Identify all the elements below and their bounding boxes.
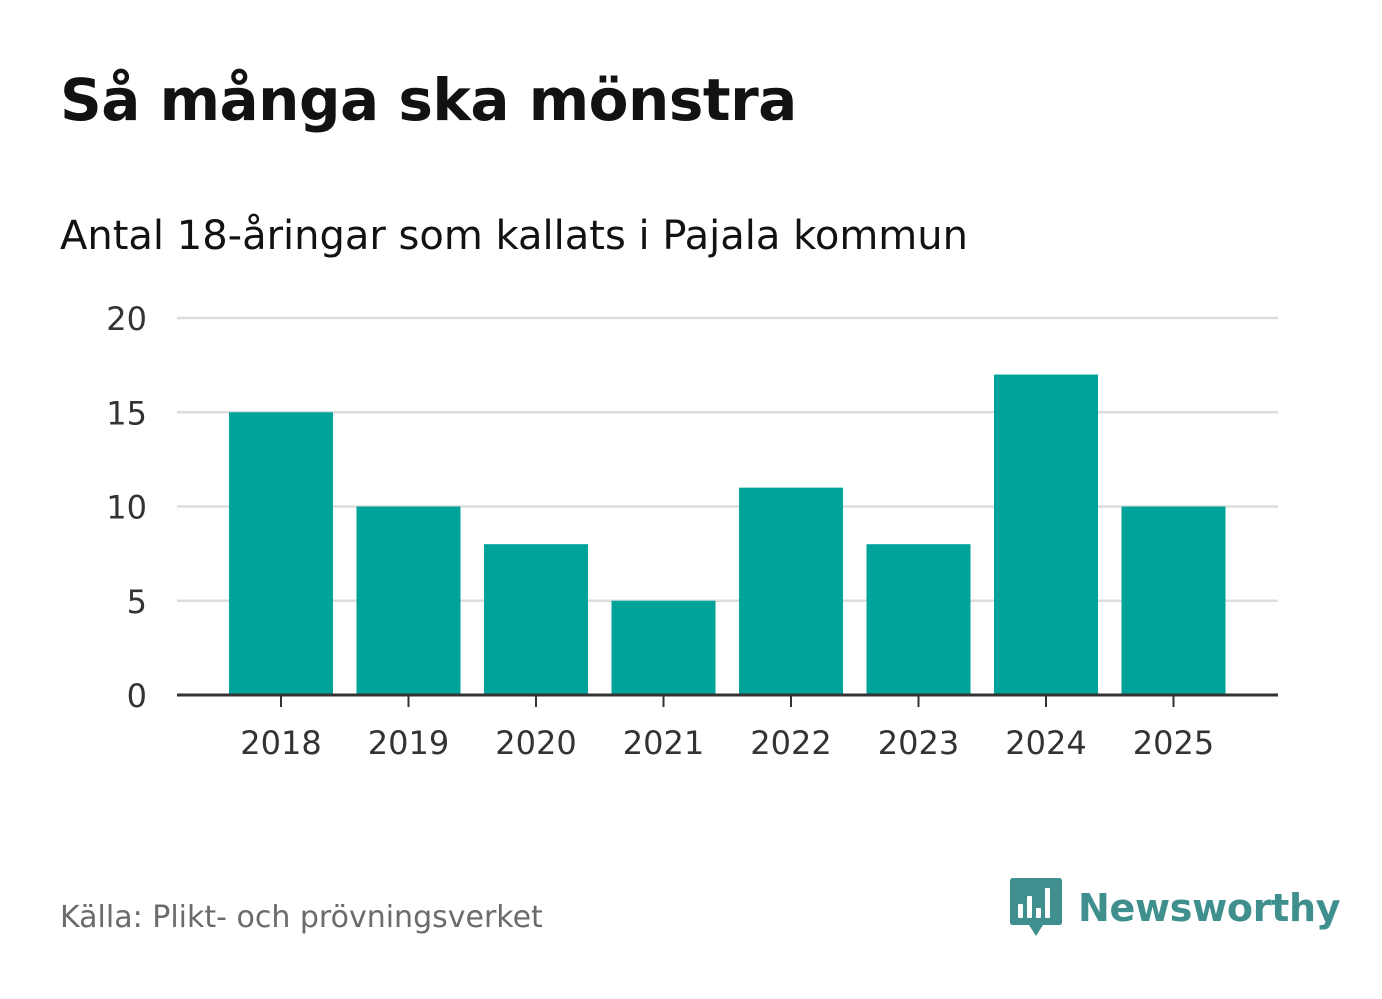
- bars: [229, 374, 1226, 695]
- y-tick-label: 0: [127, 677, 147, 715]
- x-tick-label: 2025: [1133, 724, 1214, 762]
- chart-subtitle: Antal 18-åringar som kallats i Pajala ko…: [60, 213, 968, 259]
- brand-logo: Newsworthy: [1010, 878, 1341, 938]
- bar-2020: [484, 544, 588, 695]
- logo-bubble: [1010, 878, 1062, 936]
- y-tick-label: 5: [127, 583, 147, 621]
- chart-title: Så många ska mönstra: [60, 66, 797, 134]
- x-tick-label: 2020: [495, 724, 576, 762]
- x-tick-label: 2024: [1005, 724, 1086, 762]
- tick-labels: 0 5 10 15 20 2018 2019 2020 2021 2022 2023 2024 2025: [106, 300, 1214, 762]
- x-axis: [177, 693, 1278, 707]
- y-tick-label: 15: [106, 394, 147, 432]
- source-note: Källa: Plikt- och prövningsverket: [60, 900, 543, 935]
- bar-2022: [739, 487, 843, 695]
- bar-2024: [994, 374, 1098, 695]
- x-tick-label: 2018: [240, 724, 321, 762]
- x-tick-label: 2023: [878, 724, 959, 762]
- x-tick-label: 2021: [623, 724, 704, 762]
- y-tick-label: 20: [106, 300, 147, 338]
- bar-2023: [866, 544, 971, 695]
- brand-name: Newsworthy: [1078, 886, 1341, 930]
- x-tick-label: 2019: [368, 724, 449, 762]
- bar-chart-speech-bubble-icon: [1010, 878, 1062, 936]
- bar-2018: [229, 412, 333, 695]
- x-tick-label: 2022: [750, 724, 831, 762]
- bar-2021: [611, 600, 716, 695]
- gridlines: [177, 316, 1278, 602]
- bar-2025: [1121, 506, 1226, 695]
- bar-2019: [356, 506, 461, 695]
- y-tick-label: 10: [106, 489, 147, 527]
